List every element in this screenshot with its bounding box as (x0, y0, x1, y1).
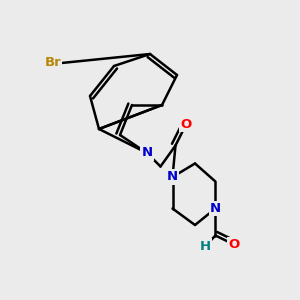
Text: N: N (141, 146, 153, 160)
Text: O: O (228, 238, 240, 251)
Text: N: N (167, 170, 178, 184)
Text: O: O (180, 118, 192, 131)
Text: H: H (200, 239, 211, 253)
Text: Br: Br (45, 56, 61, 70)
Text: N: N (210, 202, 221, 215)
